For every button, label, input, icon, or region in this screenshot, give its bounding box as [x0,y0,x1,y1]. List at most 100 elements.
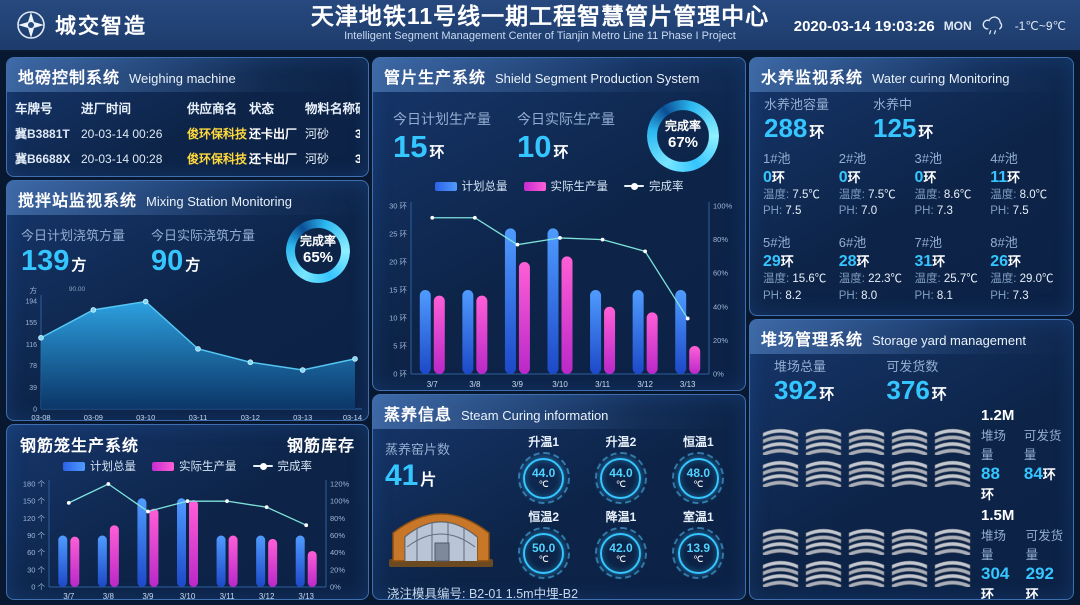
area-fill [41,301,355,409]
yard-amount: 堆场量 304 环 [981,525,1014,599]
gauge-value: 44.0 [609,465,633,480]
yard-group-info: 1.2M 堆场量 88环 可发货量 84环 [979,407,1065,504]
segment-stack-icon [934,528,971,555]
stat-label: 蒸养窑片数 [385,442,451,457]
axis-label: 180 个 [23,480,46,489]
curing-count-stat: 水养中 125 环 [873,94,933,142]
stat-label: 今日实际浇筑方量 [151,228,256,244]
bar-actual [646,312,658,374]
pool-cell: 3#池 0环 温度: 8.6℃ PH: 7.3 [915,148,985,219]
legend-label: 完成率 [277,461,313,473]
ph-value: 8.1 [936,289,953,302]
pool-ph: PH: 8.0 [839,288,909,304]
steam-gauge-grid: 升温1 44.0 ℃ 升温2 44.0 ℃ 恒温1 48.0 ℃ 恒温2 50.0 ℃ 降温1 42.0 ℃… [505,431,737,579]
stat-label: 今日计划浇筑方量 [21,228,126,244]
axis-label: 03-14 [343,413,362,421]
panel-mixing: 搅拌站监视系统 Mixing Station Monitoring 今日计划浇筑… [6,180,369,421]
stat-value: 292 [1025,564,1054,584]
logo-icon [17,11,45,39]
pool-ring-count: 0 [914,169,924,187]
legend-swatch-actual [152,461,174,471]
pool-ring-unit: 环 [923,170,937,186]
pool-temp: 温度: 8.0℃ [990,187,1060,203]
data-point [247,359,254,366]
segment-stack-icon [934,460,971,487]
steam-gauge: 恒温1 48.0 ℃ [672,433,725,504]
axis-label: 30 个 [27,565,45,574]
bar-plan [419,290,431,374]
panel-title-zh: 钢筋笼生产系统 [20,438,140,455]
axis-label: 3/12 [637,380,653,389]
stat-label: 今日计划生产量 [393,110,491,127]
axis-label: 3/9 [142,592,154,600]
gauge-label: 完成率 [299,234,336,249]
pool-ring-count: 11 [990,169,1008,187]
table-cell: 俊环保科技 [187,127,248,141]
segment-stack-icon [934,428,971,455]
pool-rings: 28环 [839,251,909,271]
ph-value: 7.3 [936,205,953,218]
production-legend: 计划总量 实际生产量 完成率 [373,178,745,194]
prod-chart-svg: 0 环 5 环 10 环 15 环 20 环 25 环 30 环 0% 20% 40% 60% 80%… [389,202,733,390]
stat-value-row: 292 环 [1025,564,1065,599]
legend-item: 计划总量 [434,178,508,194]
pool-name: 4#池 [990,151,1018,167]
datetime: 2020-03-14 19:03:26 [793,17,935,35]
actual-pour-stat: 今日实际浇筑方量 90 方 [151,225,255,276]
bar-actual [604,306,616,374]
table-cell: 36400 [355,127,360,141]
pools-grid: 1#池 0环 温度: 7.5℃ PH: 7.5 2#池 0环 温度: 7.5℃ PH: 7.0… [750,142,1073,303]
bar-actual [433,295,445,374]
stat-label: 堆场量 [981,429,1007,463]
completion-point [643,249,648,254]
stat-unit: 环 [553,143,569,161]
planned-production-stat: 今日计划生产量 15 环 [393,109,491,164]
pool-ph: PH: 7.3 [915,203,985,219]
legend-item: 完成率 [252,458,313,474]
pool-ph: PH: 7.5 [763,203,833,219]
temp-label: 温度: [914,273,941,286]
axis-label: 0% [713,370,724,379]
column-header: 磅值(KG [355,98,360,117]
axis-label: 0% [330,583,341,592]
axis-label: 20% [713,336,728,345]
pool-temp: 温度: 7.5℃ [839,187,909,203]
gauge-text: 完成率 67% [647,100,719,172]
gauge-dial: 42.0 ℃ [600,532,642,574]
gauge-ring: 42.0 ℃ [594,527,647,579]
mixing-completion-gauge: 完成率 65% [286,219,350,283]
temp-label: 温度: [838,273,865,286]
storage-stats: 堆场总量 392 环 可发货数 376 环 [750,354,1073,404]
gauge-label: 完成率 [664,119,701,134]
stat-value: 125 [873,113,917,143]
bar-plan [547,228,559,374]
gauge-unit: ℃ [693,478,704,489]
pool-ring-unit: 环 [780,254,794,270]
ph-value: 7.0 [861,205,878,218]
steam-gauge: 升温2 44.0 ℃ [594,433,647,504]
pool-ring-count: 0 [838,169,848,187]
mixing-stats: 今日计划浇筑方量 139 方 今日实际浇筑方量 90 方 完成率 65% [7,215,368,283]
pool-rings: 0环 [839,167,909,187]
legend-item: 计划总量 [63,458,136,474]
pool-temp: 温度: 22.3℃ [839,271,909,287]
data-point [38,334,44,341]
gauge-ring [647,100,719,172]
data-point [299,367,306,373]
ph-value: 8.0 [861,289,878,302]
axis-label: 100% [713,202,733,211]
stat-label: 可发货量 [1025,529,1064,563]
ph-value: 7.3 [1012,289,1029,302]
pool-ring-unit: 环 [771,170,785,186]
stat-unit: 环 [931,386,947,403]
gauge-ring [286,219,350,283]
pool-name: 5#池 [763,235,791,251]
axis-label: 3/11 [595,380,611,389]
pool-ring-count: 26 [990,253,1009,271]
column-header: 进厂时间 [81,102,132,116]
mixing-area-chart-svg: 0 39 78 116 155 194 方 90.00 03-08 03-09 03-10 03-11… [25,285,362,421]
legend-swatch-plan [434,181,457,191]
axis-label: 3/12 [259,592,275,600]
axis-label: 80% [330,514,345,523]
